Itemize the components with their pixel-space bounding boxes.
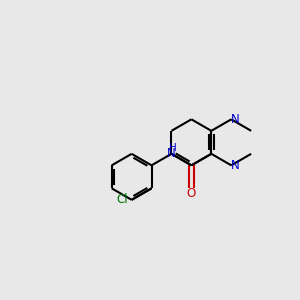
Text: O: O (187, 188, 196, 200)
Text: Cl: Cl (116, 193, 128, 206)
Text: H: H (169, 143, 177, 153)
Text: N: N (231, 113, 239, 126)
Text: N: N (231, 159, 239, 172)
Text: N: N (167, 147, 176, 160)
